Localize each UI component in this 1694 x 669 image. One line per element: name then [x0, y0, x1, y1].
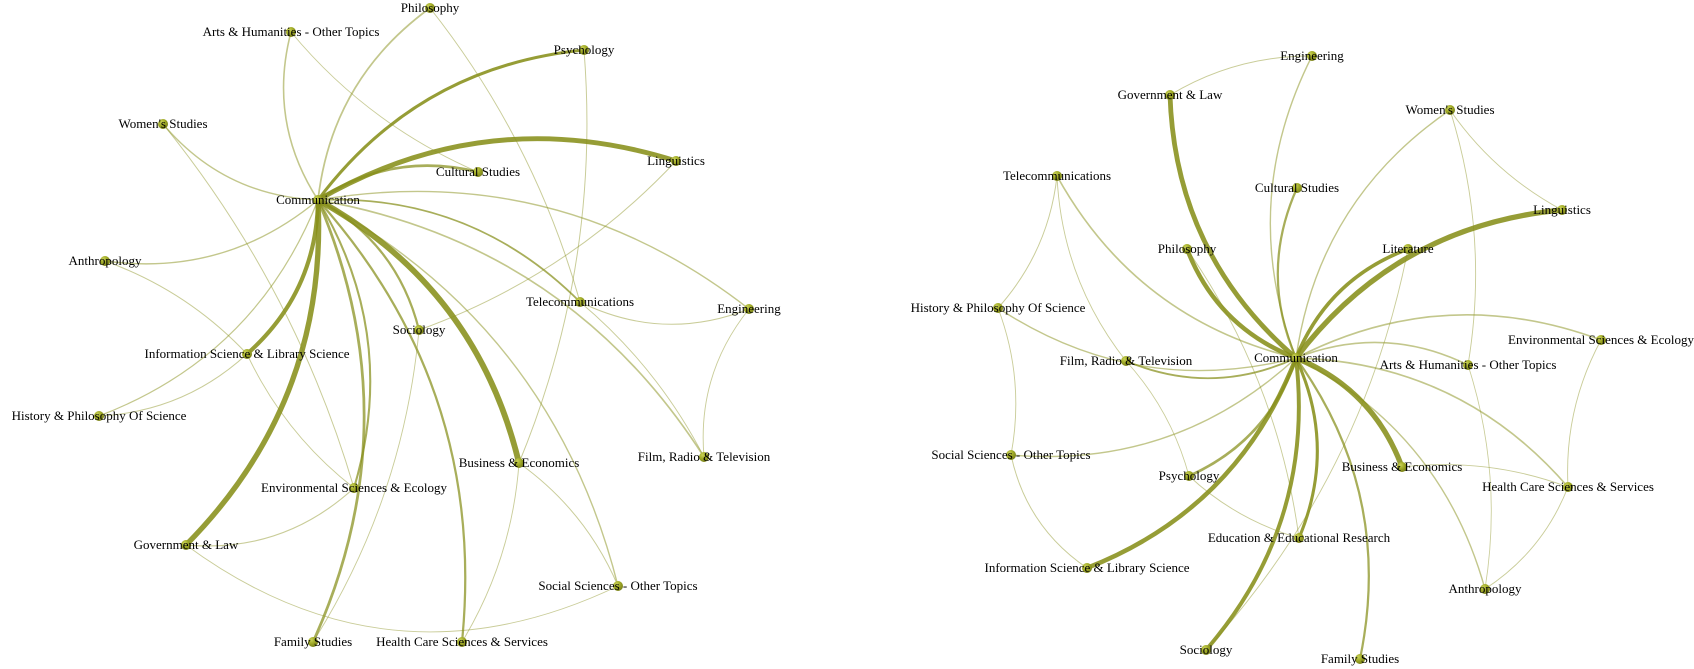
svg-text:Film, Radio & Television: Film, Radio & Television — [638, 449, 771, 464]
svg-text:Telecommunications: Telecommunications — [1003, 168, 1111, 183]
svg-text:Women's Studies: Women's Studies — [1405, 102, 1494, 117]
svg-text:Health Care Sciences & Service: Health Care Sciences & Services — [376, 634, 548, 649]
svg-text:Literature: Literature — [1382, 241, 1433, 256]
svg-text:Environmental Sciences & Ecolo: Environmental Sciences & Ecology — [261, 480, 447, 495]
svg-text:Arts & Humanities - Other Topi: Arts & Humanities - Other Topics — [1380, 357, 1557, 372]
svg-text:Business & Economics: Business & Economics — [459, 455, 580, 470]
svg-text:Environmental Sciences & Ecolo: Environmental Sciences & Ecology — [1508, 332, 1694, 347]
svg-text:Business & Economics: Business & Economics — [1342, 459, 1463, 474]
svg-text:Government & Law: Government & Law — [1118, 87, 1223, 102]
svg-text:Psychology: Psychology — [1159, 468, 1220, 483]
svg-text:Government & Law: Government & Law — [134, 537, 239, 552]
svg-text:Health Care Sciences & Service: Health Care Sciences & Services — [1482, 479, 1654, 494]
svg-text:Anthropology: Anthropology — [1449, 581, 1522, 596]
svg-text:Sociology: Sociology — [393, 322, 446, 337]
svg-text:Women's Studies: Women's Studies — [118, 116, 207, 131]
svg-text:Engineering: Engineering — [717, 301, 781, 316]
svg-text:Information Science & Library: Information Science & Library Science — [144, 346, 349, 361]
svg-text:Arts & Humanities - Other Topi: Arts & Humanities - Other Topics — [203, 24, 380, 39]
svg-text:Film, Radio & Television: Film, Radio & Television — [1060, 353, 1193, 368]
svg-text:History & Philosophy Of Scienc: History & Philosophy Of Science — [12, 408, 187, 423]
svg-text:Sociology: Sociology — [1180, 642, 1233, 657]
svg-text:Information Science & Library: Information Science & Library Science — [984, 560, 1189, 575]
svg-text:Social Sciences - Other Topics: Social Sciences - Other Topics — [538, 578, 697, 593]
svg-text:History & Philosophy Of Scienc: History & Philosophy Of Science — [911, 300, 1086, 315]
svg-text:Linguistics: Linguistics — [1533, 202, 1591, 217]
svg-text:Philosophy: Philosophy — [1158, 241, 1217, 256]
svg-text:Family Studies: Family Studies — [274, 634, 352, 649]
svg-text:Communication: Communication — [1254, 350, 1338, 365]
svg-text:Cultural Studies: Cultural Studies — [1255, 180, 1339, 195]
svg-text:Education & Educational Resear: Education & Educational Research — [1208, 530, 1391, 545]
svg-text:Telecommunications: Telecommunications — [526, 294, 634, 309]
svg-text:Engineering: Engineering — [1280, 48, 1344, 63]
svg-text:Communication: Communication — [276, 192, 360, 207]
svg-text:Anthropology: Anthropology — [69, 253, 142, 268]
svg-text:Philosophy: Philosophy — [401, 0, 460, 15]
svg-text:Cultural Studies: Cultural Studies — [436, 164, 520, 179]
svg-text:Social Sciences - Other Topics: Social Sciences - Other Topics — [931, 447, 1090, 462]
svg-text:Psychology: Psychology — [554, 42, 615, 57]
svg-text:Family Studies: Family Studies — [1321, 651, 1399, 666]
svg-text:Linguistics: Linguistics — [647, 153, 705, 168]
